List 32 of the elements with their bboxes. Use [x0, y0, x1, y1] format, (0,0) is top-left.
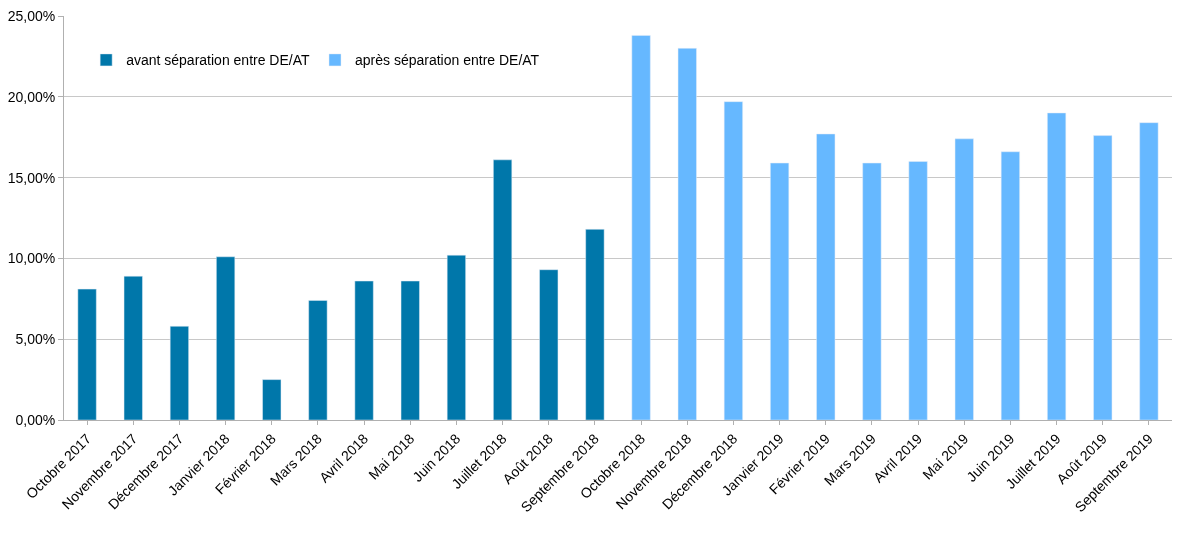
y-tick-label: 10,00% [7, 250, 56, 267]
bar [446, 254, 466, 420]
y-tick-label: 25,00% [7, 7, 56, 24]
bar [308, 300, 328, 420]
legend-label: après séparation entre DE/AT [355, 52, 540, 69]
bar [677, 48, 697, 420]
bar [539, 269, 559, 420]
bar [262, 379, 282, 420]
bar [216, 256, 236, 420]
legend-label: avant séparation entre DE/AT [126, 52, 310, 69]
bar [1047, 112, 1067, 420]
bar [585, 229, 605, 420]
y-tick-label: 15,00% [7, 169, 56, 186]
bar [1093, 135, 1113, 420]
bar [816, 133, 836, 420]
y-tick-label: 0,00% [15, 411, 56, 428]
bar [908, 161, 928, 420]
bar [354, 280, 374, 420]
y-tick-label: 5,00% [15, 331, 56, 348]
bar [862, 162, 882, 420]
bar [400, 280, 420, 420]
bar [493, 159, 513, 420]
bar [631, 35, 651, 420]
bar [1139, 122, 1159, 420]
bar [954, 138, 974, 420]
bar [723, 101, 743, 420]
bar [770, 162, 790, 420]
y-tick-label: 20,00% [7, 88, 56, 105]
bar [169, 326, 189, 420]
bar [77, 288, 97, 420]
bar [123, 275, 143, 420]
bar [1000, 151, 1020, 420]
